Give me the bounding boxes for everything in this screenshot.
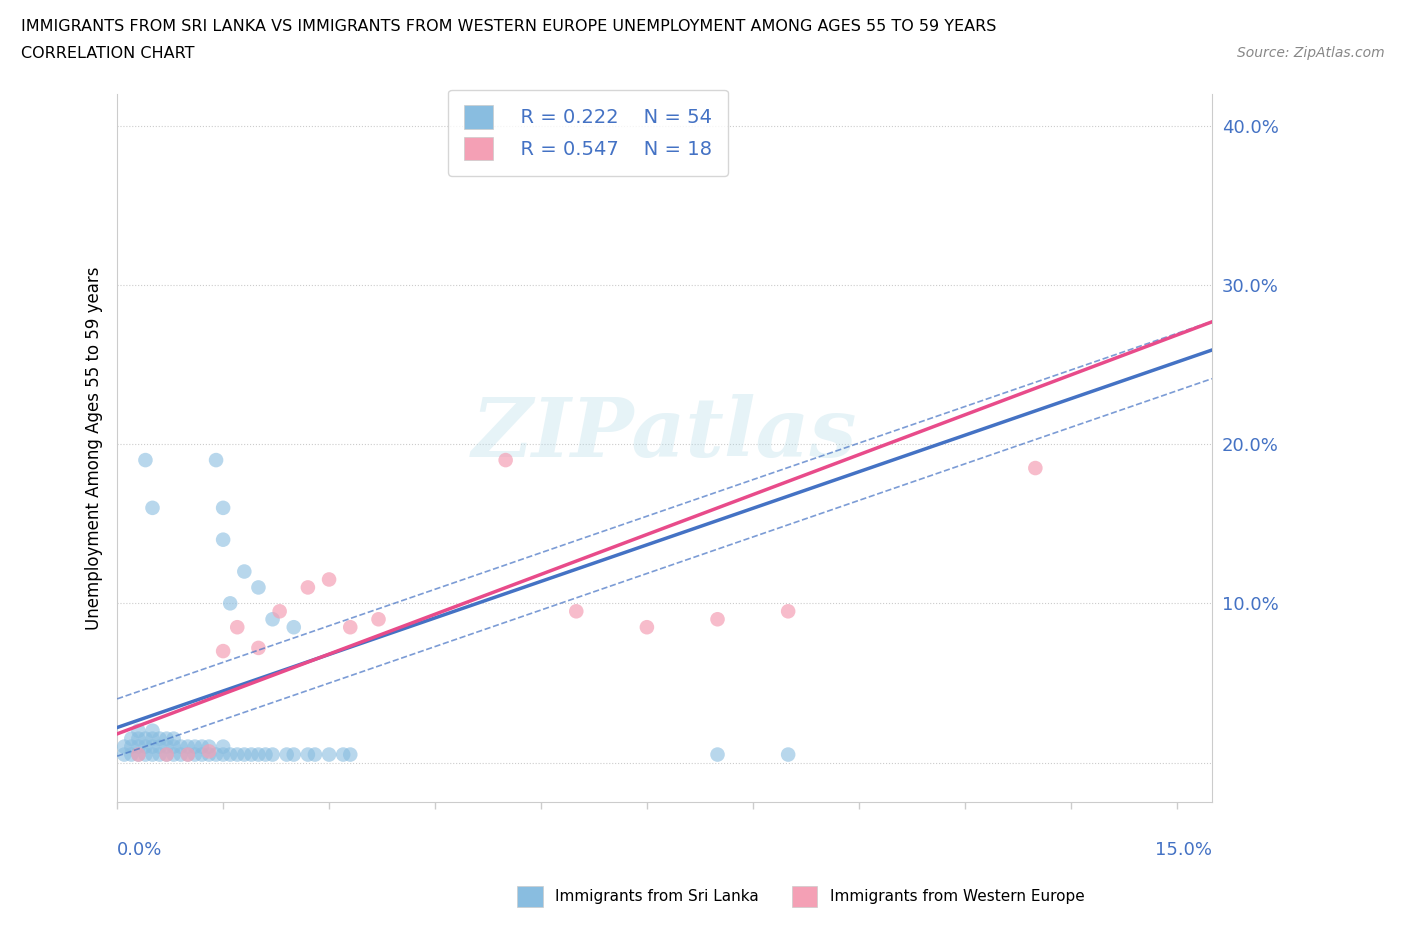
Text: Immigrants from Sri Lanka: Immigrants from Sri Lanka: [555, 889, 759, 904]
Point: [205, 747, 228, 762]
Point: [247, 641, 270, 656]
Point: [148, 747, 170, 762]
Point: [233, 565, 256, 579]
Point: [163, 739, 186, 754]
Point: [156, 747, 179, 762]
Text: ZIPatlas: ZIPatlas: [472, 394, 858, 474]
Text: IMMIGRANTS FROM SRI LANKA VS IMMIGRANTS FROM WESTERN EUROPE UNEMPLOYMENT AMONG A: IMMIGRANTS FROM SRI LANKA VS IMMIGRANTS …: [21, 19, 997, 33]
Point: [198, 744, 221, 759]
Point: [636, 619, 658, 634]
Point: [134, 731, 156, 746]
Point: [226, 619, 249, 634]
Point: [127, 747, 149, 762]
Point: [778, 747, 800, 762]
Point: [212, 532, 235, 547]
Point: [198, 747, 221, 762]
Point: [127, 731, 149, 746]
Point: [247, 580, 270, 595]
Point: [148, 739, 170, 754]
Point: [212, 644, 235, 658]
Point: [191, 747, 214, 762]
Point: [565, 604, 588, 618]
Y-axis label: Unemployment Among Ages 55 to 59 years: Unemployment Among Ages 55 to 59 years: [86, 266, 103, 630]
Point: [262, 612, 284, 627]
Point: [318, 747, 340, 762]
Point: [112, 747, 135, 762]
Point: [134, 747, 156, 762]
Point: [134, 739, 156, 754]
Point: [212, 739, 235, 754]
Point: [141, 747, 163, 762]
Point: [191, 739, 214, 754]
Point: [283, 619, 305, 634]
Point: [339, 619, 361, 634]
Point: [212, 500, 235, 515]
Point: [184, 747, 207, 762]
Point: [177, 747, 200, 762]
Point: [141, 500, 163, 515]
Point: [304, 747, 326, 762]
Text: Immigrants from Western Europe: Immigrants from Western Europe: [830, 889, 1084, 904]
Point: [120, 739, 142, 754]
Point: [262, 747, 284, 762]
Point: [276, 747, 298, 762]
Point: [240, 747, 263, 762]
Point: [163, 731, 186, 746]
Point: [120, 731, 142, 746]
Point: [177, 747, 200, 762]
Point: [318, 572, 340, 587]
Point: [332, 747, 354, 762]
Point: [219, 596, 242, 611]
Point: [367, 612, 389, 627]
Legend:   R = 0.222    N = 54,   R = 0.547    N = 18: R = 0.222 N = 54, R = 0.547 N = 18: [449, 89, 728, 176]
Text: CORRELATION CHART: CORRELATION CHART: [21, 46, 194, 61]
Point: [297, 580, 319, 595]
Point: [141, 731, 163, 746]
Point: [269, 604, 291, 618]
Point: [120, 747, 142, 762]
Point: [134, 453, 156, 468]
Point: [226, 747, 249, 762]
Point: [247, 747, 270, 762]
Point: [1024, 460, 1046, 475]
Point: [184, 739, 207, 754]
Point: [254, 747, 277, 762]
Point: [706, 747, 728, 762]
Point: [706, 612, 728, 627]
Point: [198, 739, 221, 754]
Point: [156, 731, 179, 746]
Point: [778, 604, 800, 618]
Point: [205, 453, 228, 468]
Point: [212, 747, 235, 762]
Point: [156, 747, 179, 762]
Point: [163, 747, 186, 762]
Point: [148, 731, 170, 746]
Point: [339, 747, 361, 762]
Point: [112, 739, 135, 754]
Point: [127, 739, 149, 754]
Point: [177, 739, 200, 754]
Point: [127, 747, 149, 762]
Point: [219, 747, 242, 762]
Point: [495, 453, 517, 468]
Point: [233, 747, 256, 762]
Point: [297, 747, 319, 762]
Point: [156, 739, 179, 754]
Text: Source: ZipAtlas.com: Source: ZipAtlas.com: [1237, 46, 1385, 60]
Point: [141, 739, 163, 754]
Point: [283, 747, 305, 762]
Text: 0.0%: 0.0%: [117, 842, 163, 859]
Text: 15.0%: 15.0%: [1154, 842, 1212, 859]
Point: [170, 747, 193, 762]
Point: [127, 724, 149, 738]
Point: [141, 724, 163, 738]
Point: [170, 739, 193, 754]
